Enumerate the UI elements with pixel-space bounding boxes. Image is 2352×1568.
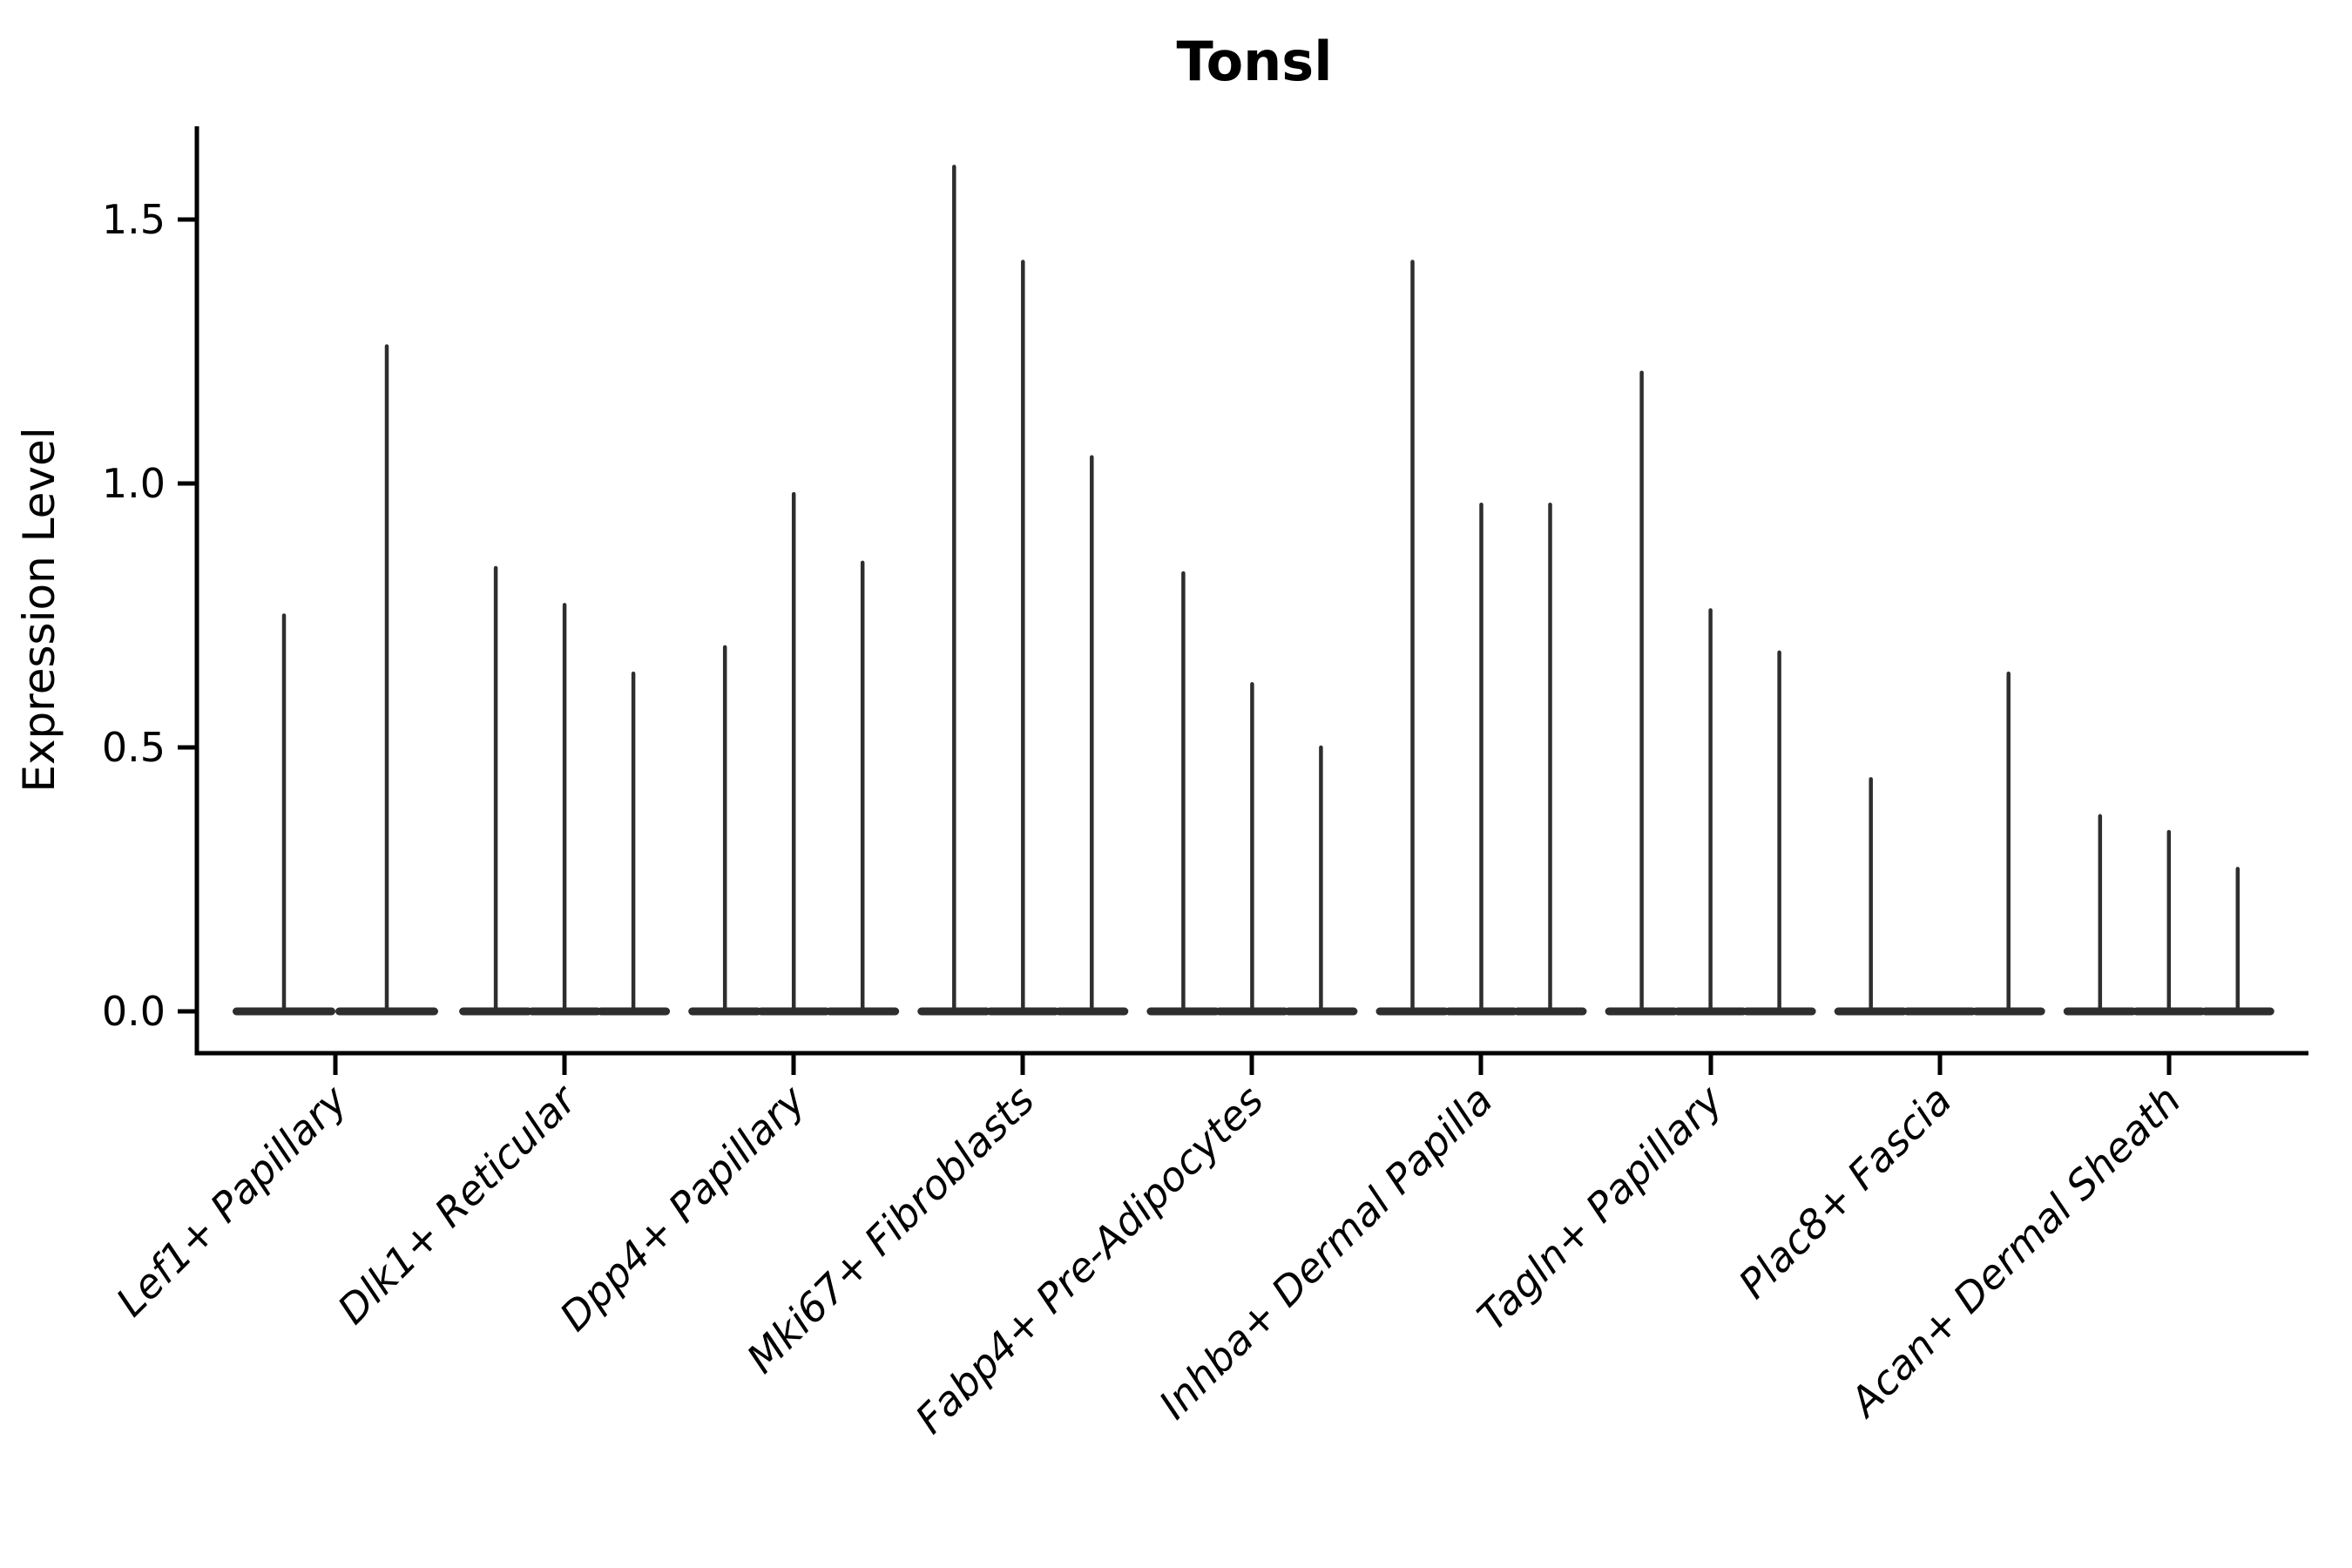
- violin-body: [1903, 1007, 1977, 1016]
- x-tick-label: Plac8+ Fascia: [1729, 1077, 1960, 1308]
- x-tick-label: Tagln+ Papillary: [1468, 1076, 1732, 1340]
- x-tick-label: Lef1+ Papillary: [107, 1076, 356, 1325]
- x-axis-ticks: Lef1+ Papillary Dlk1+ Reticular Dpp4+ Pa…: [107, 1053, 2190, 1443]
- y-tick-label: 1.5: [102, 196, 166, 243]
- y-tick-label: 0.0: [102, 988, 166, 1035]
- chart-title: Tonsl: [1177, 30, 1333, 93]
- x-tick-label: Dpp4+ Papillary: [551, 1076, 814, 1340]
- y-axis-title: Expression Level: [14, 427, 64, 792]
- y-tick-label: 1.0: [102, 460, 166, 507]
- y-axis-ticks: 0.0 0.5 1.0 1.5: [102, 196, 197, 1035]
- x-tick-label: Dlk1+ Reticular: [328, 1074, 587, 1333]
- y-tick-label: 0.5: [102, 724, 166, 771]
- violin-series: [233, 165, 2274, 1016]
